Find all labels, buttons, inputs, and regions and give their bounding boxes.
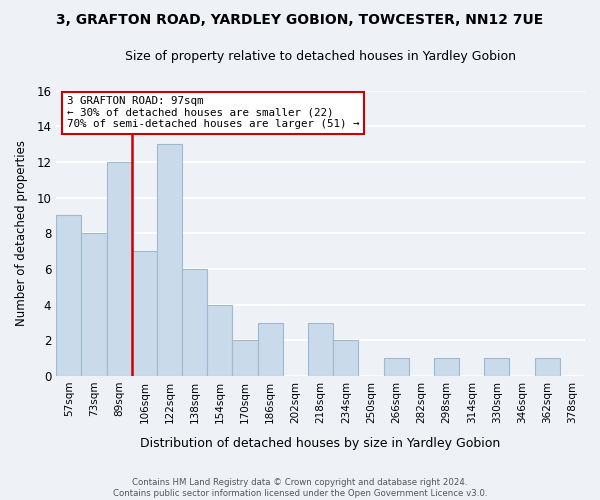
Text: Contains HM Land Registry data © Crown copyright and database right 2024.
Contai: Contains HM Land Registry data © Crown c… xyxy=(113,478,487,498)
Bar xyxy=(182,269,207,376)
X-axis label: Distribution of detached houses by size in Yardley Gobion: Distribution of detached houses by size … xyxy=(140,437,501,450)
Text: 3 GRAFTON ROAD: 97sqm
← 30% of detached houses are smaller (22)
70% of semi-deta: 3 GRAFTON ROAD: 97sqm ← 30% of detached … xyxy=(67,96,359,130)
Y-axis label: Number of detached properties: Number of detached properties xyxy=(15,140,28,326)
Bar xyxy=(308,322,333,376)
Text: 3, GRAFTON ROAD, YARDLEY GOBION, TOWCESTER, NN12 7UE: 3, GRAFTON ROAD, YARDLEY GOBION, TOWCEST… xyxy=(56,12,544,26)
Title: Size of property relative to detached houses in Yardley Gobion: Size of property relative to detached ho… xyxy=(125,50,516,63)
Bar xyxy=(157,144,182,376)
Bar xyxy=(434,358,459,376)
Bar xyxy=(484,358,509,376)
Bar xyxy=(56,216,82,376)
Bar xyxy=(107,162,132,376)
Bar xyxy=(82,234,107,376)
Bar xyxy=(333,340,358,376)
Bar xyxy=(257,322,283,376)
Bar xyxy=(232,340,257,376)
Bar xyxy=(535,358,560,376)
Bar xyxy=(383,358,409,376)
Bar xyxy=(132,251,157,376)
Bar xyxy=(207,304,232,376)
